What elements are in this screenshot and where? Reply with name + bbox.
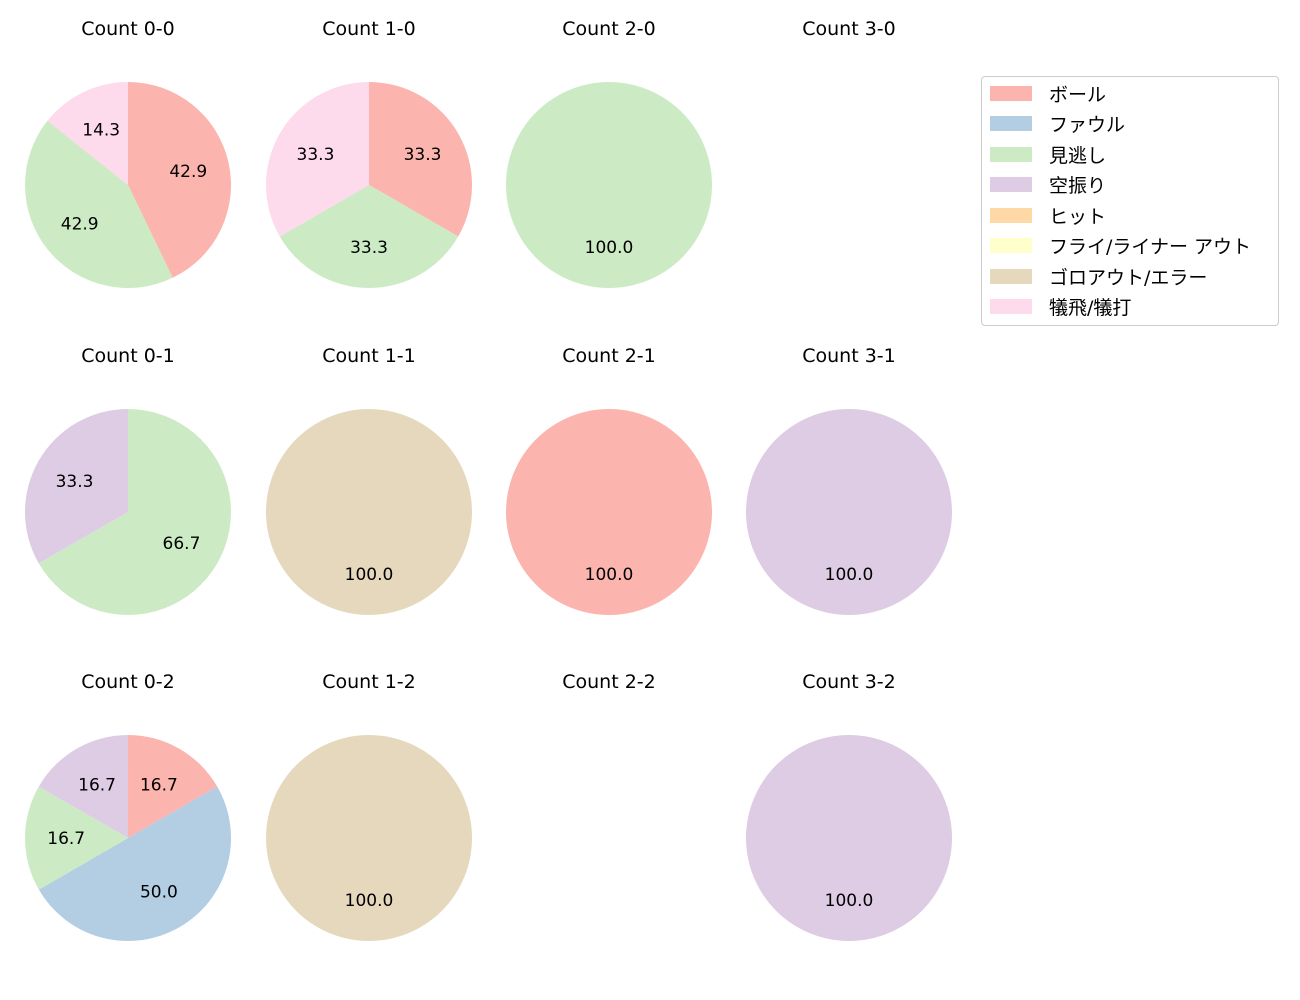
pie-slice — [746, 735, 952, 941]
legend-swatch-icon — [990, 268, 1032, 284]
legend-swatch-icon — [990, 238, 1032, 253]
legend-swatch-icon — [990, 146, 1032, 162]
legend-item: ヒット — [990, 204, 1107, 228]
legend-item: フライ/ライナー アウト — [990, 235, 1252, 258]
pie-slice-label: 66.7 — [163, 534, 201, 554]
pie-chart: Count 2-0 100.0 — [506, 18, 712, 288]
legend-swatch-icon — [990, 207, 1032, 223]
legend-swatch-icon — [990, 177, 1032, 192]
pie-slice — [266, 82, 369, 237]
pie-slice-label: 42.9 — [61, 215, 99, 235]
pie-slice — [38, 735, 128, 838]
pie-chart: Count 0-0 42.9 42.9 14.3 — [24, 18, 232, 289]
pie-slice-label: 16.7 — [47, 829, 85, 849]
pie-title: Count 3-0 — [802, 18, 896, 40]
pie-title: Count 1-0 — [322, 18, 416, 40]
pie-chart: Count 1-2 100.0 — [266, 671, 472, 941]
legend-swatch-icon — [990, 299, 1032, 314]
pie-title: Count 2-2 — [562, 671, 656, 693]
pie-slice-label: 16.7 — [78, 775, 116, 795]
pie-slice — [24, 786, 128, 890]
pie-slice-label: 50.0 — [140, 883, 178, 903]
legend-item: 犠飛/犠打 — [990, 296, 1132, 319]
pie-slice-label: 100.0 — [825, 891, 874, 911]
pie-chart: Count 3-2 100.0 — [746, 671, 952, 941]
legend-item: ボール — [990, 82, 1107, 106]
legend-label: ヒット — [1049, 205, 1107, 228]
pie-title: Count 2-0 — [562, 18, 656, 40]
pie-slice-label: 100.0 — [585, 238, 634, 258]
pie-slice — [128, 82, 232, 278]
pie-chart: Count 1-0 33.3 33.3 33.3 — [266, 18, 472, 288]
legend-label: 空振り — [1049, 175, 1107, 197]
pie-slice — [506, 409, 712, 615]
pie-slice-label: 33.3 — [56, 472, 94, 492]
pie-chart: Count 2-1 100.0 — [506, 345, 712, 615]
pie-chart: Count 0-1 66.7 33.3 — [24, 345, 232, 615]
pie-slice-label: 100.0 — [825, 565, 874, 585]
pie-chart: Count 1-1 100.0 — [266, 345, 472, 615]
legend-item: 空振り — [990, 174, 1107, 197]
pie-slice-label: 33.3 — [297, 145, 335, 165]
legend-item: ファウル — [990, 113, 1126, 136]
legend-item: ゴロアウト/エラー — [990, 265, 1208, 289]
pie-title: Count 0-2 — [81, 671, 175, 693]
legend-label: ゴロアウト/エラー — [1049, 266, 1208, 289]
legend-label: ファウル — [1049, 114, 1126, 136]
pie-title: Count 3-1 — [802, 345, 896, 367]
pie-slice-label: 100.0 — [345, 565, 394, 585]
legend-swatch-icon — [990, 116, 1032, 131]
legend-label: フライ/ライナー アウト — [1049, 236, 1252, 258]
pie-chart: Count 0-2 16.7 50.0 16.7 16.7 — [24, 671, 232, 942]
pie-slice-label: 42.9 — [169, 162, 207, 182]
pie-chart: Count 2-2 — [562, 671, 656, 693]
pie-slice — [24, 120, 173, 289]
pie-chart: Count 3-0 — [802, 18, 896, 40]
pie-chart: Count 3-1 100.0 — [746, 345, 952, 615]
pie-slice — [266, 409, 472, 615]
pie-title: Count 2-1 — [562, 345, 656, 367]
pie-slice — [369, 82, 472, 237]
legend-item: 見逃し — [990, 143, 1107, 167]
pie-title: Count 3-2 — [802, 671, 896, 693]
legend-label: ボール — [1049, 83, 1107, 106]
pie-title: Count 0-1 — [81, 345, 175, 367]
pie-slice — [38, 409, 232, 615]
pie-title: Count 1-2 — [322, 671, 416, 693]
pie-title: Count 0-0 — [81, 18, 175, 40]
pie-slice — [24, 409, 128, 564]
pie-slice-label: 33.3 — [350, 238, 388, 258]
legend: ボールファウル見逃し空振りヒットフライ/ライナー アウト ゴロアウト/エラー 犠飛/… — [981, 76, 1279, 326]
pie-slice — [506, 82, 712, 288]
legend-swatch-icon — [990, 85, 1032, 101]
pie-title: Count 1-1 — [322, 345, 416, 367]
pie-slice-label: 100.0 — [345, 891, 394, 911]
pie-slice — [266, 735, 472, 941]
legend-label: 犠飛/犠打 — [1049, 297, 1132, 319]
legend-label: 見逃し — [1049, 144, 1107, 167]
pie-slice — [128, 735, 218, 838]
pie-slice — [47, 82, 128, 185]
pie-slice — [746, 409, 952, 615]
pie-slice — [38, 786, 232, 942]
pie-slice-label: 100.0 — [585, 565, 634, 585]
pie-slice-label: 16.7 — [140, 775, 178, 795]
pie-slice-label: 14.3 — [82, 120, 120, 140]
pie-slice-label: 33.3 — [404, 145, 442, 165]
